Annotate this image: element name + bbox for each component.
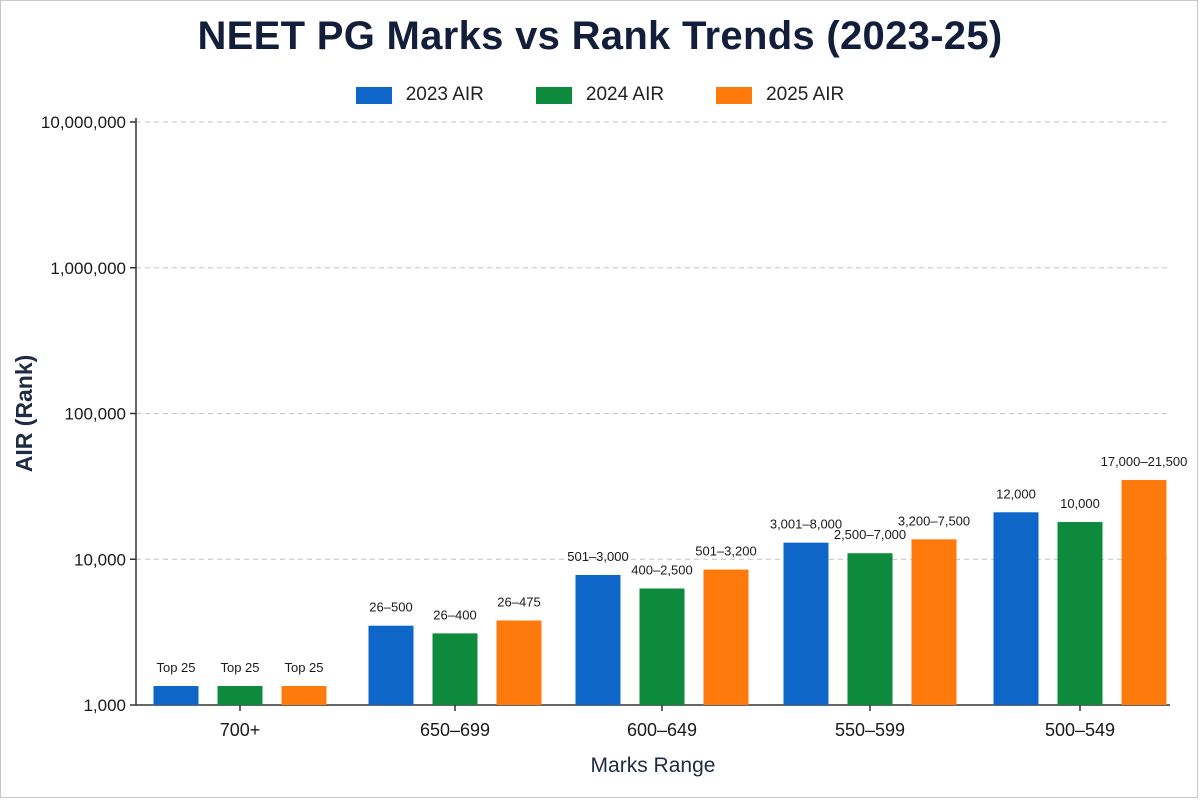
legend-item-2024: 2024 AIR [535,84,665,106]
bar-data-label: 26–500 [369,600,412,615]
bar [1057,522,1103,705]
x-axis-title: Marks Range [591,754,716,777]
legend-swatch-2025 [716,86,753,104]
x-tick-label: 600–649 [627,720,697,740]
bar-data-label: 10,000 [1060,496,1100,511]
bar-data-label: 3,001–8,000 [770,517,842,532]
chart-title: NEET PG Marks vs Rank Trends (2023-25) [197,14,1003,58]
y-tick-label: 100,000 [65,405,126,424]
bar-data-label: 17,000–21,500 [1101,454,1188,469]
legend-item-2023: 2023 AIR [355,84,484,106]
y-tick-label: 1,000,000 [50,259,126,278]
bar-data-label: 26–400 [433,607,476,622]
legend-swatch-2024 [535,86,572,104]
bar [432,633,478,705]
legend-swatch-2023 [355,86,392,104]
bar [217,686,263,705]
bar-data-label: 501–3,000 [567,549,628,564]
y-tick-label: 10,000,000 [41,113,126,132]
bar-data-label: Top 25 [156,660,195,675]
bar [847,553,893,705]
chart-legend: 2023 AIR 2024 AIR 2025 AIR [0,84,1200,106]
bar-data-label: 3,200–7,500 [898,513,970,528]
bar [153,686,199,705]
bar [496,620,542,705]
legend-label-2023: 2023 AIR [405,84,484,105]
legend-item-2025: 2025 AIR [716,84,844,106]
legend-label-2025: 2025 AIR [766,84,845,105]
bar [911,539,957,705]
bar [993,512,1039,705]
bar [281,686,327,705]
bar [1121,479,1167,705]
bar [783,542,829,705]
y-axis-title: AIR (Rank) [11,355,37,473]
x-tick-label: 650–699 [420,720,490,740]
bar-data-label: 400–2,500 [631,562,692,577]
bar-data-label: Top 25 [284,660,323,675]
bar-data-label: 501–3,200 [695,544,756,559]
y-tick-label: 10,000 [74,550,126,569]
x-tick-label: 550–599 [835,720,905,740]
bar [368,625,414,705]
bar-data-label: 26–475 [497,594,540,609]
bar [575,574,621,705]
x-tick-label: 500–549 [1045,720,1115,740]
bar-data-label: Top 25 [220,660,259,675]
x-tick-label: 700+ [220,720,261,740]
bar-data-label: 12,000 [996,486,1036,501]
legend-label-2024: 2024 AIR [585,84,665,105]
bar [703,569,749,705]
y-tick-label: 1,000 [83,696,126,715]
bar-data-label: 2,500–7,000 [834,527,906,542]
bar [639,588,685,705]
